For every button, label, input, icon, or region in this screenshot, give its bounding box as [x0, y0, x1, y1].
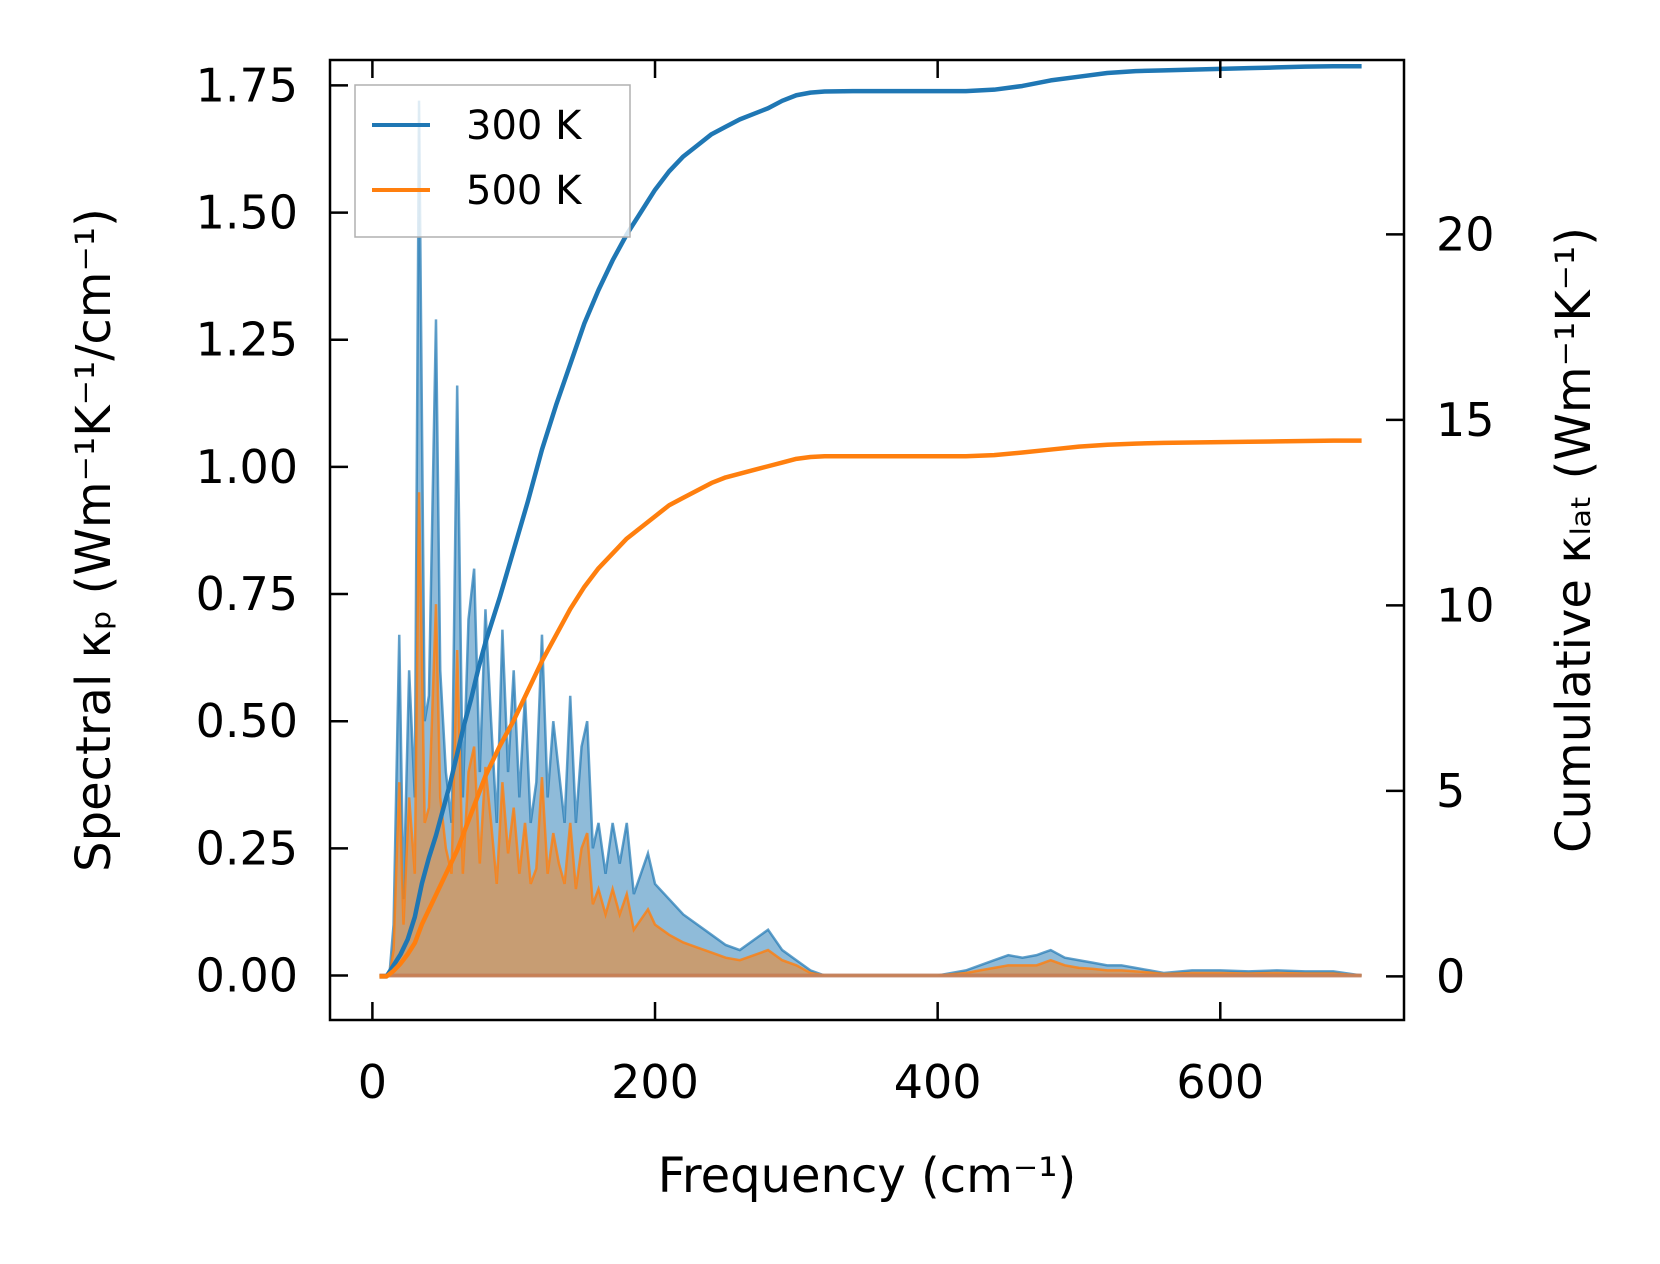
- x-tick-label: 400: [894, 1055, 982, 1109]
- left-y-tick-label: 0.25: [196, 821, 298, 875]
- cumulative-line-300k: [379, 64, 1362, 979]
- x-tick-label: 600: [1176, 1055, 1264, 1109]
- right-y-tick-label: 15: [1436, 393, 1495, 447]
- left-y-tick-label: 1.00: [196, 440, 298, 494]
- spectral-areas: [379, 100, 1362, 978]
- axes-frame: [328, 58, 1406, 1022]
- right-y-tick-label: 5: [1436, 764, 1465, 818]
- left-y-tick-label: 0.50: [196, 694, 298, 748]
- left-y-tick-label: 1.50: [196, 186, 298, 240]
- right-y-axis-title: Cumulative κₗₐₜ (Wm⁻¹K⁻¹): [1546, 227, 1602, 853]
- x-tick-label: 0: [358, 1055, 387, 1109]
- left-y-tick-label: 1.25: [196, 313, 298, 367]
- x-axis-title: Frequency (cm⁻¹): [658, 1148, 1076, 1204]
- cumulative-line-500k: [379, 438, 1362, 979]
- right-y-tick-label: 10: [1436, 578, 1495, 632]
- left-y-tick-label: 0.75: [196, 567, 298, 621]
- spectral-area-500k: [379, 492, 1362, 977]
- left-y-tick-label: 1.75: [196, 58, 298, 112]
- left-y-axis-title: Spectral κₚ (Wm⁻¹K⁻¹/cm⁻¹): [66, 208, 122, 872]
- plot-area: [379, 64, 1362, 979]
- left-y-tick-label: 0.00: [196, 948, 298, 1002]
- legend-label-500k: 500 K: [466, 168, 583, 214]
- cumulative-lines: [379, 64, 1362, 979]
- tick-marks: [330, 60, 1404, 1020]
- legend-label-300k: 300 K: [466, 103, 583, 149]
- legend-box: [354, 84, 631, 238]
- tick-labels: 0 200 400 6000.000.250.500.751.001.251.501.…: [196, 58, 1495, 1109]
- x-tick-label: 200: [611, 1055, 699, 1109]
- right-y-tick-label: 0: [1436, 949, 1465, 1003]
- right-y-tick-label: 20: [1436, 207, 1495, 261]
- legend: 300 K 500 K: [354, 84, 631, 238]
